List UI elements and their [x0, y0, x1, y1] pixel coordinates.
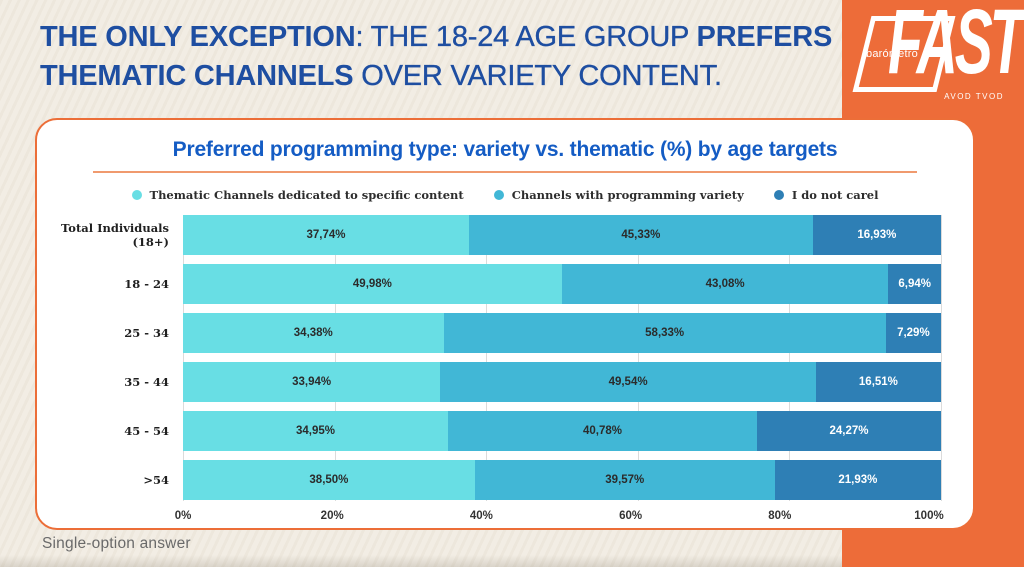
bar-value-label: 6,94% [898, 278, 931, 290]
row-label: 45 - 54 [124, 424, 169, 438]
chart-row: Total Individuals (18+) 37,74% 45,33% 16,93… [57, 215, 941, 255]
row-label: >54 [143, 473, 169, 487]
bar-value-label: 49,54% [608, 376, 648, 388]
bar-value-label: 34,38% [293, 327, 333, 339]
bar-segment: 45,33% [469, 215, 813, 255]
bar-value-label: 24,27% [829, 425, 869, 437]
bar-value-label: 38,50% [309, 474, 349, 486]
bar-track: 38,50% 39,57% 21,93% [183, 460, 941, 500]
x-tick-label: 100% [914, 510, 944, 522]
footnote: Single-option answer [42, 535, 191, 552]
row-label: 18 - 24 [124, 277, 169, 291]
legend-label: I do not carel [791, 188, 879, 202]
headline-line: THEMATIC CHANNELS OVER VARIETY CONTENT. [40, 57, 852, 96]
bar-value-label: 49,98% [352, 278, 392, 290]
chart-title: Preferred programming type: variety vs. … [172, 138, 838, 161]
bar-track: 33,94% 49,54% 16,51% [183, 362, 941, 402]
legend-label: Thematic Channels dedicated to specific … [149, 188, 464, 202]
logo-sub-label: AVOD TVOD [944, 92, 1004, 101]
chart-row: 18 - 24 49,98% 43,08% 6,94% [57, 264, 941, 304]
headline-segment: OVER VARIETY CONTENT. [353, 59, 722, 92]
bar-segment: 40,78% [447, 411, 758, 451]
chart-row: 35 - 44 33,94% 49,54% 16,51% [57, 362, 941, 402]
gridline [334, 215, 336, 501]
gridline [789, 215, 791, 501]
legend-label: Channels with programming variety [511, 188, 744, 202]
bar-segment: 34,95% [183, 411, 448, 451]
headline-segment: THE ONLY EXCEPTION [40, 21, 356, 53]
legend-item: Channels with programming variety [493, 188, 744, 202]
bar-track: 49,98% 43,08% 6,94% [183, 264, 941, 304]
gridline [183, 215, 184, 501]
title-divider [92, 171, 918, 173]
bar-value-label: 43,08% [705, 278, 745, 290]
gridline [637, 215, 639, 501]
x-tick-label: 60% [619, 510, 643, 522]
headline: THE ONLY EXCEPTION: THE 18-24 AGE GROUP … [40, 18, 852, 96]
logo-brand-text: FAST [888, 0, 1024, 93]
bar-value-label: 45,33% [621, 229, 661, 241]
bar-segment: 6,94% [888, 264, 941, 304]
legend-item: Thematic Channels dedicated to specific … [131, 188, 464, 202]
bar-segment: 58,33% [443, 313, 886, 353]
bar-value-label: 39,57% [605, 474, 645, 486]
bar-segment: 16,93% [812, 215, 941, 255]
bar-value-label: 21,93% [838, 474, 878, 486]
bar-value-label: 33,94% [292, 376, 332, 388]
gridlines [183, 215, 942, 501]
legend-swatch [493, 190, 504, 200]
legend-item: I do not carel [773, 188, 879, 202]
bar-segment: 21,93% [774, 460, 941, 500]
chart-rows: Total Individuals (18+) 37,74% 45,33% 16,93… [57, 215, 941, 500]
x-axis: 0% 20% 40% 60% 80% 100% [175, 507, 944, 525]
bar-value-label: 7,29% [897, 327, 930, 339]
gridline [941, 215, 942, 501]
bar-value-label: 16,51% [858, 376, 898, 388]
bar-segment: 24,27% [757, 411, 941, 451]
row-label: 25 - 34 [124, 326, 169, 340]
x-tick-label: 80% [768, 510, 792, 522]
chart-row: 45 - 54 34,95% 40,78% 24,27% [57, 411, 941, 451]
x-tick-label: 40% [469, 510, 493, 522]
bar-segment: 43,08% [561, 264, 889, 304]
bar-value-label: 37,74% [306, 229, 346, 241]
legend-swatch [131, 190, 142, 200]
bar-track: 34,38% 58,33% 7,29% [183, 313, 941, 353]
logo-barometro-label: barómetro [866, 48, 918, 60]
bar-track: 34,95% 40,78% 24,27% [183, 411, 941, 451]
headline-segment: THEMATIC CHANNELS [40, 59, 354, 92]
bar-segment: 34,38% [183, 313, 444, 353]
chart-row: >54 38,50% 39,57% 21,93% [57, 460, 941, 500]
bar-segment: 38,50% [183, 460, 475, 500]
row-label: Total Individuals (18+) [61, 221, 169, 249]
x-tick-label: 0% [174, 510, 192, 522]
bar-segment: 16,51% [815, 362, 941, 402]
bar-segment: 39,57% [474, 460, 775, 500]
bar-track: 37,74% 45,33% 16,93% [183, 215, 941, 255]
chart-card: Preferred programming type: variety vs. … [35, 118, 975, 530]
bar-segment: 49,98% [183, 264, 562, 304]
row-label: 35 - 44 [124, 375, 169, 389]
bar-value-label: 16,93% [857, 229, 897, 241]
bar-segment: 49,54% [440, 362, 816, 402]
chart-row: 25 - 34 34,38% 58,33% 7,29% [57, 313, 941, 353]
x-tick-label: 20% [320, 510, 344, 522]
chart-legend: Thematic Channels dedicated to specific … [57, 188, 953, 202]
headline-segment: : THE 18-24 AGE GROUP [355, 21, 697, 53]
legend-swatch [773, 190, 784, 200]
bar-segment: 33,94% [183, 362, 441, 402]
headline-segment: PREFERS [696, 21, 833, 53]
bar-segment: 7,29% [885, 313, 941, 353]
bar-value-label: 58,33% [645, 327, 685, 339]
bar-value-label: 34,95% [295, 425, 335, 437]
gridline [486, 215, 488, 501]
stacked-bar-chart: Total Individuals (18+) 37,74% 45,33% 16,93… [57, 215, 953, 525]
bar-segment: 37,74% [183, 215, 470, 255]
bar-value-label: 40,78% [582, 425, 622, 437]
fast-barometro-logo: FAST barómetro AVOD TVOD [852, 0, 1024, 108]
headline-line: THE ONLY EXCEPTION: THE 18-24 AGE GROUP … [40, 18, 852, 57]
